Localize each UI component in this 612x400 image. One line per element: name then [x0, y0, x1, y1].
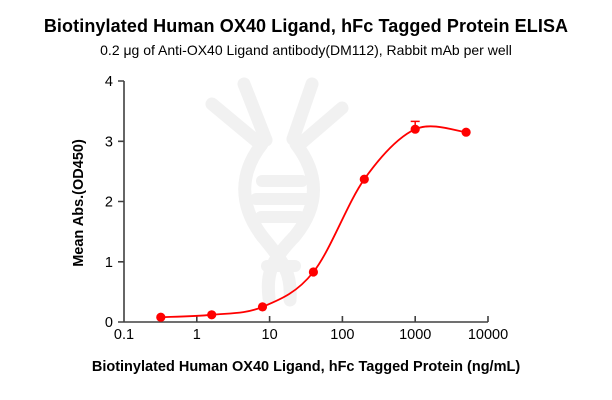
- fit-curve: [160, 125, 467, 319]
- data-point: [156, 312, 166, 322]
- x-tick-label: 10000: [468, 327, 508, 343]
- x-tick-label: 1: [193, 327, 201, 343]
- x-axis-label: Biotinylated Human OX40 Ligand, hFc Tagg…: [91, 359, 521, 375]
- x-tick-label: 0.1: [114, 327, 134, 343]
- y-tick-label: 3: [105, 134, 113, 150]
- data-point: [257, 302, 268, 312]
- data-point: [359, 174, 369, 184]
- y-axis-label: Mean Abs.(OD450): [71, 139, 87, 267]
- axes: [118, 80, 489, 323]
- x-tick-label: 1000: [399, 327, 431, 343]
- y-tick-label: 2: [105, 195, 113, 211]
- chart-subtitle: 0.2 μg of Anti-OX40 Ligand antibody(DM11…: [100, 42, 512, 58]
- axis-lines: [118, 80, 489, 323]
- x-tick-label: 100: [330, 327, 354, 343]
- sigmoid-curve: [160, 125, 467, 319]
- chart-title: Biotinylated Human OX40 Ligand, hFc Tagg…: [43, 16, 569, 36]
- y-tick-label: 0: [105, 315, 113, 331]
- data-points: [156, 124, 471, 322]
- data-point: [308, 267, 318, 277]
- y-tick-label: 1: [105, 255, 113, 271]
- x-tick-label: 10: [262, 327, 278, 343]
- y-tick-label: 4: [105, 74, 113, 90]
- data-point: [410, 124, 420, 134]
- tick-labels: 0.1 1 10 100 1000 10000 0 1 2 3 4: [105, 74, 508, 343]
- data-point: [461, 127, 471, 137]
- data-point: [207, 310, 217, 320]
- dna-helix-watermark-icon: [205, 77, 349, 307]
